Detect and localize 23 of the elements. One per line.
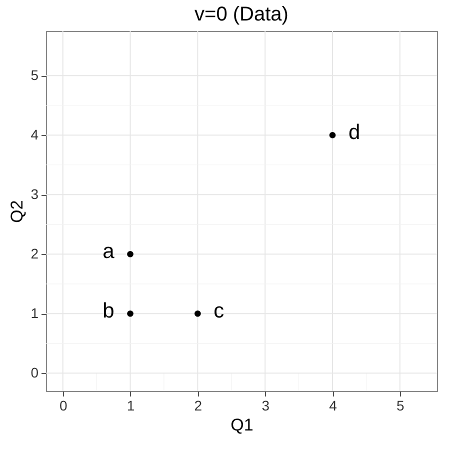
annotation: a bbox=[102, 240, 115, 264]
x-tick-label: 3 bbox=[262, 398, 270, 414]
x-axis-title: Q1 bbox=[230, 416, 254, 434]
point bbox=[329, 132, 336, 138]
point bbox=[127, 310, 134, 317]
y-tick-label: 0 bbox=[30, 364, 39, 381]
y-tick-label: 5 bbox=[30, 67, 39, 84]
y-tick-label: 3 bbox=[30, 186, 39, 202]
y-tick-label: 4 bbox=[30, 126, 39, 143]
annotation: c bbox=[214, 300, 224, 323]
x-tick-label: 1 bbox=[126, 398, 135, 414]
annotation: d bbox=[348, 121, 360, 144]
point bbox=[127, 250, 134, 258]
x-tick-label: 5 bbox=[396, 398, 405, 414]
y-tick-label: 1 bbox=[30, 305, 39, 322]
x-tick-label: 0 bbox=[59, 398, 68, 414]
annotation: b bbox=[102, 300, 114, 323]
x-tick-label: 2 bbox=[194, 398, 202, 414]
x-tick-label: 4 bbox=[329, 398, 338, 414]
y-tick-label: 2 bbox=[30, 246, 39, 262]
chart-title: v=0 (Data) bbox=[194, 4, 288, 26]
y-axis-title: Q2 bbox=[8, 200, 27, 223]
point bbox=[194, 310, 201, 317]
